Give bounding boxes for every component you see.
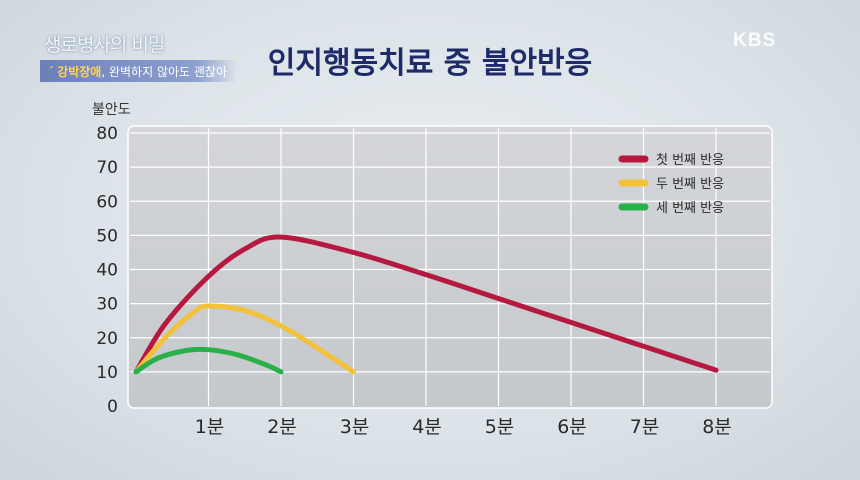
channel-watermark: KBS [733,30,777,51]
subtitle-banner: ′ 강박장애 , 완벽하지 않아도 괜찮아 [40,60,238,82]
y-tick-label: 50 [96,226,118,246]
x-tick-label: 2분 [267,416,297,438]
y-tick-label: 70 [96,158,118,178]
x-tick-label: 4분 [412,416,442,438]
y-tick-label: 10 [96,363,118,383]
x-tick-label: 8분 [702,416,732,438]
y-axis-ticks: 0 10 20 30 40 50 60 70 80 [96,124,118,417]
legend: 첫 번째 반응두 번째 반응세 번째 반응 [618,153,724,216]
y-tick-label: 60 [96,192,118,212]
series-line-1 [133,234,719,375]
x-tick-label: 5분 [485,416,515,438]
legend-label-3: 세 번째 반응 [656,201,724,216]
subtitle-highlight: 강박장애 [57,64,102,79]
y-axis-label: 불안도 [92,102,131,118]
x-axis-ticks: 1분 2분 3분 4분 5분 6분 7분 8분 [195,416,732,438]
series-line-2 [133,303,356,375]
legend-label-1: 첫 번째 반응 [656,153,724,168]
program-logo: 생로병사의 비밀 [44,34,165,56]
x-tick-label: 3분 [340,416,370,438]
y-tick-label: 40 [96,261,118,281]
x-tick-label: 7분 [630,416,660,438]
subtitle-text: , 완벽하지 않아도 괜찮아 [101,64,228,79]
banner-accent-mark: ′ [50,64,54,78]
y-tick-label: 80 [96,124,118,144]
series-lines [133,234,719,375]
y-tick-label: 0 [107,397,118,417]
x-tick-label: 6분 [557,416,587,438]
y-tick-label: 20 [96,329,118,349]
x-tick-label: 1분 [195,416,225,438]
chart-title: 인지행동치료 중 불안반응 [267,46,593,81]
grid-lines [130,128,770,406]
legend-label-2: 두 번째 반응 [656,177,724,192]
y-tick-label: 30 [96,295,118,315]
plot-area [127,125,773,409]
